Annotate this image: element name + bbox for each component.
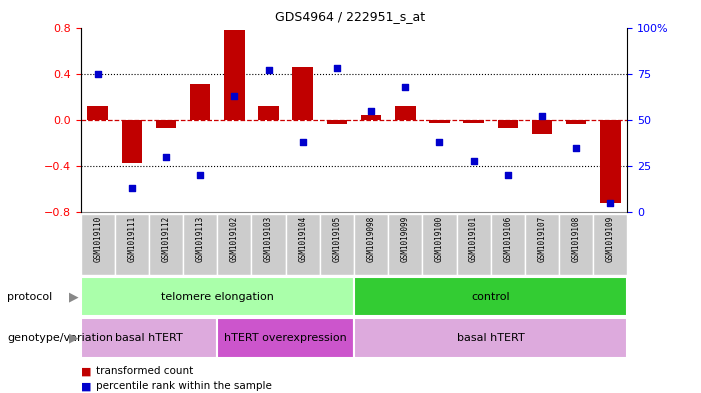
Text: GSM1019107: GSM1019107 [538, 216, 547, 262]
Bar [395, 106, 416, 120]
Point [126, 185, 137, 191]
Point [536, 113, 547, 119]
Bar [354, 318, 627, 358]
Text: GSM1019099: GSM1019099 [401, 216, 410, 262]
Point [400, 83, 411, 90]
Text: GSM1019104: GSM1019104 [298, 216, 307, 262]
Point [92, 70, 103, 77]
Text: GSM1019105: GSM1019105 [332, 216, 341, 262]
Text: telomere elongation: telomere elongation [161, 292, 274, 302]
Text: GSM1019106: GSM1019106 [503, 216, 512, 262]
Bar [122, 120, 142, 163]
Bar [88, 106, 108, 120]
Text: GSM1019108: GSM1019108 [571, 216, 580, 262]
Bar [429, 120, 450, 123]
Bar [190, 84, 210, 120]
Bar [593, 214, 627, 275]
Bar [115, 214, 149, 275]
Text: GSM1019109: GSM1019109 [606, 216, 615, 262]
Bar [81, 214, 115, 275]
Point [365, 107, 376, 114]
Point [195, 172, 206, 178]
Bar [81, 318, 217, 358]
Point [161, 154, 172, 160]
Bar [354, 214, 388, 275]
Bar [463, 120, 484, 123]
Text: GSM1019110: GSM1019110 [93, 216, 102, 262]
Bar [81, 277, 354, 316]
Text: GSM1019102: GSM1019102 [230, 216, 239, 262]
Bar [224, 30, 245, 120]
Bar [258, 106, 279, 120]
Text: hTERT overexpression: hTERT overexpression [224, 333, 347, 343]
Text: GSM1019111: GSM1019111 [128, 216, 137, 262]
Text: basal hTERT: basal hTERT [115, 333, 183, 343]
Bar [361, 115, 381, 120]
Bar [566, 120, 586, 125]
Point [434, 139, 445, 145]
Text: ■: ■ [81, 381, 91, 391]
Bar [149, 214, 183, 275]
Bar [559, 214, 593, 275]
Bar [531, 120, 552, 134]
Point [297, 139, 308, 145]
Text: GSM1019112: GSM1019112 [161, 216, 170, 262]
Bar [286, 214, 320, 275]
Point [263, 67, 274, 73]
Point [468, 157, 479, 163]
Text: GDS4964 / 222951_s_at: GDS4964 / 222951_s_at [275, 10, 426, 23]
Text: transformed count: transformed count [96, 366, 193, 376]
Text: protocol: protocol [7, 292, 53, 302]
Text: GSM1019103: GSM1019103 [264, 216, 273, 262]
Bar [422, 214, 456, 275]
Text: GSM1019113: GSM1019113 [196, 216, 205, 262]
Bar [600, 120, 620, 203]
Bar [498, 120, 518, 128]
Point [332, 65, 343, 71]
Text: GSM1019101: GSM1019101 [469, 216, 478, 262]
Text: GSM1019098: GSM1019098 [367, 216, 376, 262]
Text: ▶: ▶ [69, 331, 79, 345]
Bar [156, 120, 176, 128]
Point [605, 200, 616, 206]
Bar [252, 214, 286, 275]
Text: GSM1019100: GSM1019100 [435, 216, 444, 262]
Text: control: control [471, 292, 510, 302]
Bar [217, 318, 354, 358]
Point [502, 172, 513, 178]
Bar [525, 214, 559, 275]
Bar [456, 214, 491, 275]
Text: ■: ■ [81, 366, 91, 376]
Point [571, 144, 582, 151]
Bar [327, 120, 347, 125]
Bar [292, 67, 313, 120]
Text: genotype/variation: genotype/variation [7, 333, 113, 343]
Bar [183, 214, 217, 275]
Bar [217, 214, 252, 275]
Bar [491, 214, 525, 275]
Text: basal hTERT: basal hTERT [457, 333, 524, 343]
Bar [388, 214, 422, 275]
Bar [320, 214, 354, 275]
Text: ▶: ▶ [69, 290, 79, 303]
Text: percentile rank within the sample: percentile rank within the sample [96, 381, 272, 391]
Point [229, 93, 240, 99]
Bar [354, 277, 627, 316]
